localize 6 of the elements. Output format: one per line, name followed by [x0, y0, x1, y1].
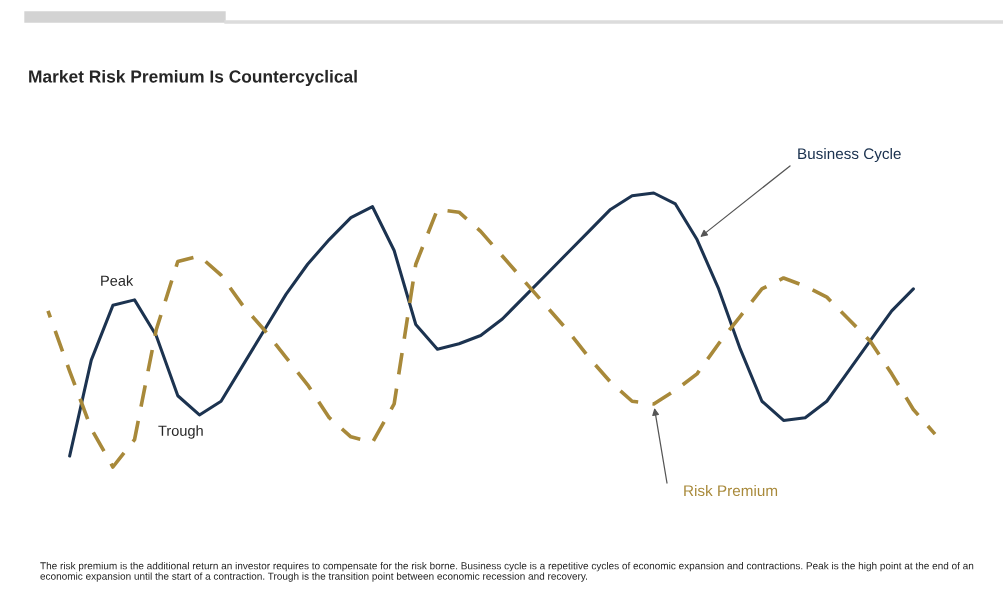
annotation: Peak: [101, 275, 134, 286]
text: Risk Premium: [684, 484, 778, 497]
chart-title: Market Risk Premium Is Countercyclical: [29, 69, 357, 87]
annotation: Trough: [158, 425, 203, 439]
text: The risk premium is the additional return an investor requires to compensate for the risk borne. Business cycle is a repetitive cycles of economic expansion and contractions. Peak is the high point at the end of an economic expansion until the start of a contraction. Trough is the transition point between economic recession and recovery.: [40, 562, 974, 582]
text: Business Cycle: [798, 147, 901, 163]
